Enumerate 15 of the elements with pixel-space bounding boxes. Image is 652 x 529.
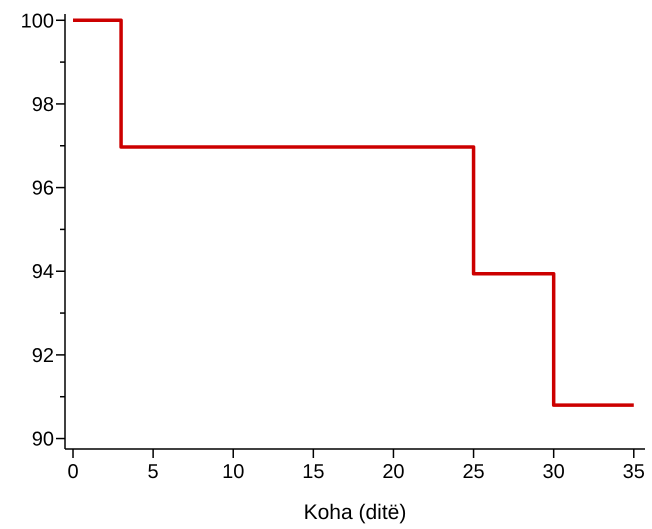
x-axis-title: Koha (ditë) bbox=[304, 501, 406, 524]
x-tick-label: 30 bbox=[542, 461, 565, 483]
y-tick-label: 98 bbox=[32, 94, 54, 116]
x-tick-label: 10 bbox=[222, 461, 244, 483]
x-tick-label: 20 bbox=[382, 461, 405, 483]
y-tick-label: 96 bbox=[32, 178, 54, 200]
x-tick-label: 15 bbox=[302, 461, 324, 483]
y-tick-label: 94 bbox=[32, 261, 54, 284]
y-tick-label: 90 bbox=[32, 428, 54, 451]
x-tick-label: 0 bbox=[67, 461, 79, 483]
y-tick-label: 92 bbox=[32, 344, 54, 367]
x-tick-label: 35 bbox=[622, 461, 645, 483]
x-tick-label: 5 bbox=[148, 461, 159, 483]
y-tick-label: 100 bbox=[20, 10, 54, 32]
x-tick-label: 25 bbox=[462, 461, 485, 483]
